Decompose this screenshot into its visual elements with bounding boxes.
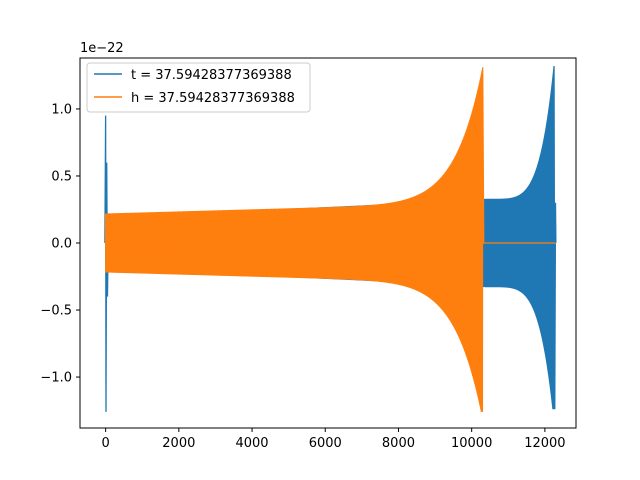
x-tick-label: 8000	[382, 436, 415, 451]
x-tick-label: 6000	[309, 436, 342, 451]
series-line-h	[104, 67, 556, 412]
y-tick-label: 0.0	[51, 237, 72, 252]
legend-box	[86, 62, 311, 113]
y-scale-offset-label: 1e−22	[80, 41, 124, 56]
x-tick-label: 10000	[451, 436, 492, 451]
x-tick-label: 12000	[524, 436, 565, 451]
legend-label-t: t = 37.59428377369388	[131, 68, 292, 83]
legend: t = 37.59428377369388 h = 37.59428377369…	[86, 62, 311, 113]
y-tick-label: −0.5	[40, 304, 72, 319]
x-tick-label: 4000	[235, 436, 268, 451]
x-tick-label: 0	[101, 436, 109, 451]
plot-area	[104, 66, 557, 412]
y-tick-label: 0.5	[51, 169, 72, 184]
axis-ticks: 0 2000 4000 6000 8000 10000 12000 −1.0 −0.5 0.0 0.…	[40, 102, 565, 451]
y-tick-label: −1.0	[40, 371, 72, 386]
x-tick-label: 2000	[162, 436, 195, 451]
legend-label-h: h = 37.59428377369388	[131, 91, 295, 106]
y-tick-label: 1.0	[51, 102, 72, 117]
